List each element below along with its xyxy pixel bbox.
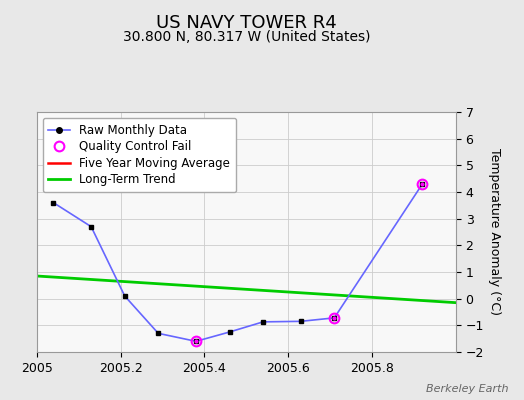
Text: US NAVY TOWER R4: US NAVY TOWER R4 [156, 14, 336, 32]
Y-axis label: Temperature Anomaly (°C): Temperature Anomaly (°C) [488, 148, 500, 316]
Legend: Raw Monthly Data, Quality Control Fail, Five Year Moving Average, Long-Term Tren: Raw Monthly Data, Quality Control Fail, … [42, 118, 236, 192]
Text: 30.800 N, 80.317 W (United States): 30.800 N, 80.317 W (United States) [123, 30, 370, 44]
Text: Berkeley Earth: Berkeley Earth [426, 384, 508, 394]
